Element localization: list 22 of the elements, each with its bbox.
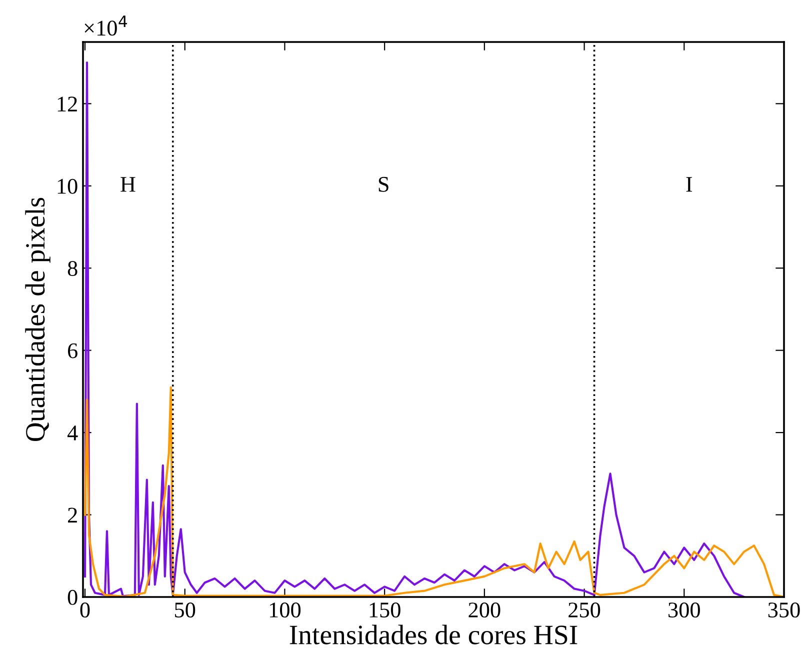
y-tick-label: 4 <box>67 426 78 440</box>
annotation: I <box>686 177 692 192</box>
x-tick-label: 350 <box>768 602 800 618</box>
x-tick-label: 100 <box>270 602 301 618</box>
x-tick-label: 250 <box>568 602 600 618</box>
annotation: S <box>378 176 388 192</box>
y-tick-label: 0 <box>68 590 78 605</box>
y-tick-label: 8 <box>68 261 78 276</box>
line-series <box>84 62 746 597</box>
x-axis-title: Intensidades de cores HSI <box>290 624 578 644</box>
y-tick-label: 12 <box>58 96 77 112</box>
y-tick-label: 2 <box>68 508 77 522</box>
y-tick-label: 10 <box>58 178 78 194</box>
text: ×10$^{4}$ <box>84 16 127 36</box>
x-tick-label: 0 <box>80 602 90 618</box>
x-tick-label: 300 <box>668 602 700 618</box>
x-tick-label: 200 <box>468 602 500 618</box>
x-tick-label: 150 <box>370 602 400 618</box>
y-axis-title: Quantidades de pixels <box>25 198 50 442</box>
annotation: H <box>120 177 136 192</box>
y-tick-label: 6 <box>68 343 78 358</box>
x-tick-label: 50 <box>175 602 196 618</box>
